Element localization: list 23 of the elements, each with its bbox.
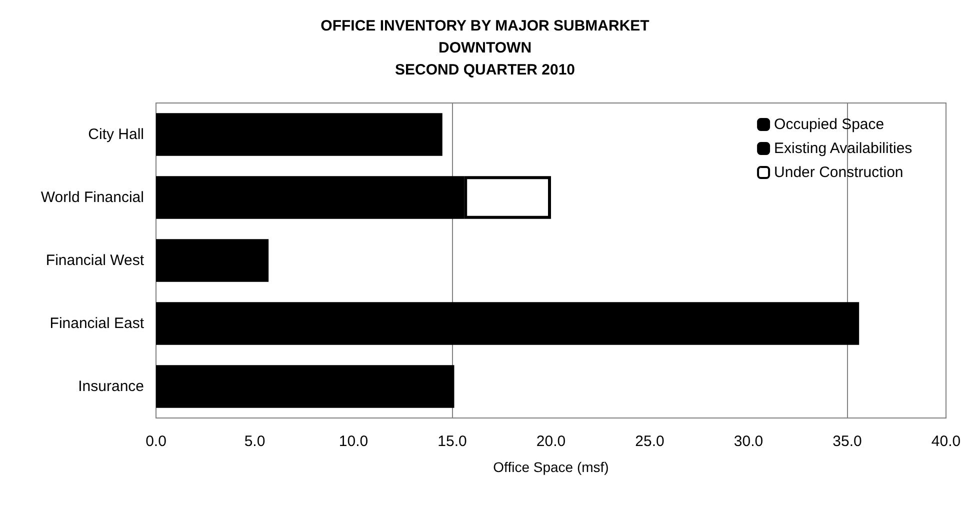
- chart-title: OFFICE INVENTORY BY MAJOR SUBMARKET DOWNTOWN SECOND QUARTER 2010: [320, 18, 650, 78]
- y-tick-label: Financial East: [50, 315, 145, 332]
- y-tick-label: World Financial: [40, 189, 144, 206]
- x-tick-label: 5.0: [244, 433, 266, 450]
- x-tick-label: 25.0: [635, 433, 664, 450]
- bar: [156, 239, 269, 282]
- x-tick-label: 40.0: [931, 433, 961, 450]
- legend-label: Existing Availabilities: [774, 140, 912, 157]
- legend-label: Under Construction: [774, 164, 904, 181]
- x-tick-label: 35.0: [832, 433, 862, 450]
- x-tick-label: 10.0: [338, 433, 368, 450]
- y-tick-label: Insurance: [78, 378, 144, 395]
- bar: [156, 113, 442, 156]
- y-tick-label: Financial West: [46, 252, 145, 269]
- legend-label: Occupied Space: [774, 116, 884, 133]
- bar: [156, 365, 454, 408]
- x-tick-label: 30.0: [734, 433, 764, 450]
- y-tick-label: City Hall: [88, 126, 144, 143]
- x-tick-label: 0.0: [146, 433, 166, 450]
- x-tick-label: 20.0: [536, 433, 566, 450]
- bar: [156, 302, 860, 345]
- x-tick-label: 15.0: [438, 433, 467, 450]
- x-axis-title: Office Space (msf): [493, 459, 609, 475]
